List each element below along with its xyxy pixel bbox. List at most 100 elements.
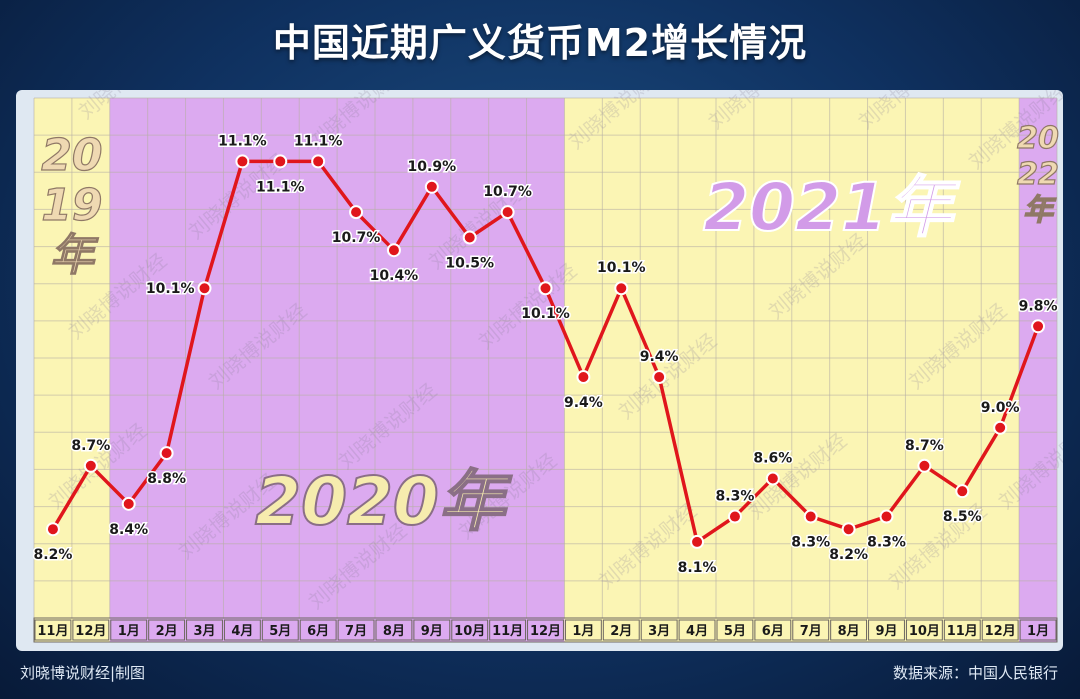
data-label: 9.0% xyxy=(981,400,1020,416)
x-tick-cell xyxy=(868,619,905,641)
x-tick-label: 4月 xyxy=(231,624,253,639)
x-tick-label: 3月 xyxy=(648,624,670,639)
data-point xyxy=(386,243,401,258)
x-tick-cell xyxy=(943,619,981,641)
x-tick-label: 12月 xyxy=(75,624,106,639)
x-tick-cell xyxy=(413,619,451,641)
x-tick-label: 5月 xyxy=(724,624,746,639)
x-tick-cell xyxy=(375,619,413,641)
data-point xyxy=(83,458,98,473)
x-tick-label: 1月 xyxy=(1027,624,1049,639)
x-axis-row xyxy=(33,617,1058,643)
source-text: 数据来源：中国人民银行 xyxy=(892,664,1058,682)
data-point xyxy=(197,281,212,296)
x-tick-label: 4月 xyxy=(686,624,708,639)
x-tick-cell xyxy=(337,619,375,641)
data-label: 10.1% xyxy=(146,281,195,297)
year-label-line: 20 xyxy=(1017,121,1059,156)
data-label: 10.7% xyxy=(332,230,381,246)
x-tick-cell xyxy=(489,619,527,641)
data-label: 8.2% xyxy=(829,547,868,563)
data-point xyxy=(1031,319,1046,334)
x-tick-label: 11月 xyxy=(947,624,978,639)
x-tick-cell xyxy=(678,619,716,641)
data-point xyxy=(500,205,515,220)
year-label: 2021年 xyxy=(703,169,961,246)
data-point xyxy=(652,370,667,385)
data-label: 10.5% xyxy=(445,256,494,272)
x-tick-label: 8月 xyxy=(838,624,860,639)
data-label: 8.8% xyxy=(147,471,186,487)
data-point xyxy=(273,154,288,169)
data-point xyxy=(159,446,174,461)
data-point xyxy=(690,534,705,549)
x-tick-cell xyxy=(564,619,602,641)
data-label: 10.4% xyxy=(370,268,419,284)
data-point xyxy=(424,179,439,194)
data-point xyxy=(803,509,818,524)
data-point xyxy=(349,205,364,220)
x-tick-label: 10月 xyxy=(454,624,485,639)
data-label: 9.8% xyxy=(1019,298,1058,314)
year-label-line: 年 xyxy=(50,230,99,281)
year-label-line: 年 xyxy=(1023,193,1057,228)
x-tick-label: 11月 xyxy=(37,624,68,639)
x-tick-cell xyxy=(299,619,337,641)
x-tick-label: 8月 xyxy=(383,624,405,639)
year-band xyxy=(1019,98,1057,642)
x-tick-label: 10月 xyxy=(909,624,940,639)
x-tick-label: 7月 xyxy=(800,624,822,639)
x-tick-label: 3月 xyxy=(193,624,215,639)
x-tick-cell xyxy=(981,619,1019,641)
data-point xyxy=(917,458,932,473)
x-tick-label: 9月 xyxy=(875,624,897,639)
x-tick-cell xyxy=(830,619,868,641)
data-label: 11.1% xyxy=(294,133,343,149)
data-label: 11.1% xyxy=(256,179,305,195)
data-label: 10.1% xyxy=(597,260,646,276)
data-label: 10.1% xyxy=(521,306,570,322)
data-label: 9.4% xyxy=(564,395,603,411)
chart-frame: 刘晓博说财经 刘晓博说财经 刘晓博说财经 刘晓博说财经 刘晓博说财经 刘晓博说财经 刘晓博说… xyxy=(16,90,1063,651)
x-tick-cell xyxy=(754,619,792,641)
year-label: 2020年 xyxy=(255,463,513,540)
x-tick-cell xyxy=(905,619,943,641)
x-tick-cell xyxy=(640,619,678,641)
x-tick-label: 9月 xyxy=(421,624,443,639)
x-tick-label: 12月 xyxy=(530,624,561,639)
year-label-line: 19 xyxy=(41,180,102,231)
data-point xyxy=(462,230,477,245)
data-point xyxy=(538,281,553,296)
data-point xyxy=(993,420,1008,435)
x-tick-cell xyxy=(223,619,261,641)
x-tick-cell xyxy=(186,619,223,641)
data-label: 8.5% xyxy=(943,509,982,525)
data-point xyxy=(576,370,591,385)
x-tick-label: 1月 xyxy=(118,624,140,639)
x-tick-label: 1月 xyxy=(572,624,594,639)
x-tick-label: 12月 xyxy=(985,624,1016,639)
line-chart: 刘晓博说财经 刘晓博说财经刘晓博说财经刘晓博说财经刘晓博说财经刘晓博说财经刘晓博说… xyxy=(32,90,1063,643)
data-point xyxy=(765,471,780,486)
x-tick-label: 7月 xyxy=(345,624,367,639)
x-tick-label: 5月 xyxy=(269,624,291,639)
year-label-line: 20 xyxy=(41,130,102,181)
data-point xyxy=(311,154,326,169)
data-point xyxy=(121,496,136,511)
data-label: 8.6% xyxy=(753,450,792,466)
data-label: 11.1% xyxy=(218,133,267,149)
x-tick-cell xyxy=(1019,619,1057,641)
x-tick-cell xyxy=(527,619,564,641)
data-label: 8.3% xyxy=(867,535,906,551)
x-tick-label: 2月 xyxy=(156,624,178,639)
data-label: 8.4% xyxy=(109,522,148,538)
x-tick-label: 6月 xyxy=(307,624,329,639)
x-tick-label: 2月 xyxy=(610,624,632,639)
data-label: 9.4% xyxy=(640,349,679,365)
data-label: 8.2% xyxy=(34,547,73,563)
data-point xyxy=(614,281,629,296)
data-point xyxy=(235,154,250,169)
x-tick-cell xyxy=(34,619,72,641)
credit-text: 刘晓博说财经|制图 xyxy=(20,664,146,682)
x-tick-cell xyxy=(451,619,489,641)
